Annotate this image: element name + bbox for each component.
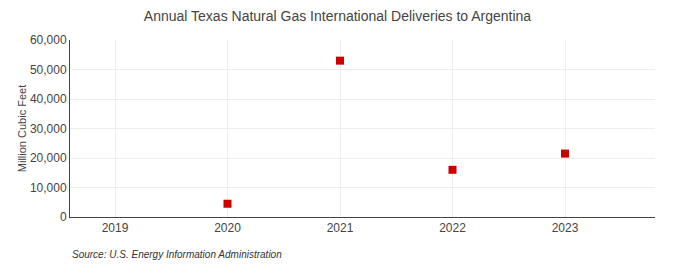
svg-text:Million Cubic Feet: Million Cubic Feet (16, 85, 28, 172)
svg-text:2020: 2020 (214, 221, 241, 235)
svg-text:60,000: 60,000 (30, 33, 67, 47)
svg-text:0: 0 (60, 210, 67, 224)
svg-text:2019: 2019 (102, 221, 129, 235)
svg-text:20,000: 20,000 (30, 151, 67, 165)
svg-text:2022: 2022 (439, 221, 466, 235)
svg-text:Annual Texas Natural Gas Inter: Annual Texas Natural Gas International D… (144, 8, 532, 24)
svg-text:10,000: 10,000 (30, 181, 67, 195)
svg-text:2023: 2023 (552, 221, 579, 235)
svg-text:40,000: 40,000 (30, 92, 67, 106)
svg-text:2021: 2021 (327, 221, 354, 235)
svg-text:Source: U.S. Energy Informatio: Source: U.S. Energy Information Administ… (72, 249, 282, 260)
svg-text:50,000: 50,000 (30, 63, 67, 77)
svg-text:30,000: 30,000 (30, 122, 67, 136)
